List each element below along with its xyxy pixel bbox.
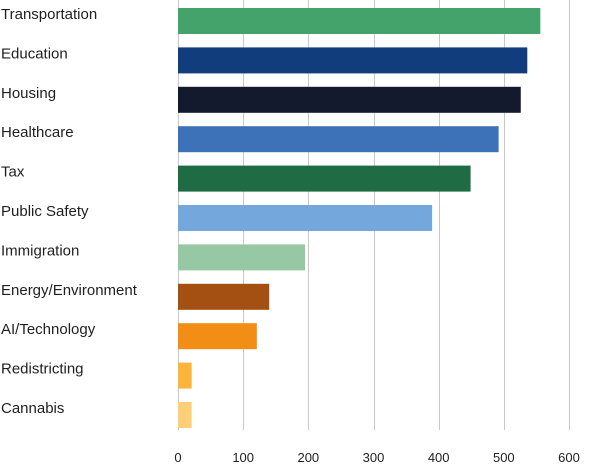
x-tick-label-600: 600 (558, 450, 580, 465)
category-label-immigration: Immigration (1, 242, 79, 259)
bar-redistricting (178, 362, 192, 389)
bar-public-safety (178, 205, 433, 231)
x-tick-label-0: 0 (174, 450, 181, 465)
x-axis-ticks: 0 100 200 300 400 500 600 (174, 450, 579, 465)
x-tick-label-400: 400 (428, 450, 450, 465)
bar-healthcare (178, 126, 499, 153)
category-label-education: Education (1, 45, 68, 62)
category-labels: Transportation Education Housing Healthcare… (1, 6, 138, 417)
x-tick-label-500: 500 (493, 450, 515, 465)
x-tick-label-300: 300 (363, 450, 385, 465)
bar-ai-technology (178, 323, 257, 350)
bar-immigration (178, 244, 306, 271)
bar-housing (178, 86, 521, 113)
bar-energy-environment (178, 283, 270, 310)
category-label-redistricting: Redistricting (1, 361, 84, 378)
category-label-public-safety: Public Safety (1, 203, 89, 220)
category-label-ai-technology: AI/Technology (1, 321, 96, 338)
bar-education (178, 47, 528, 74)
bar-tax (178, 165, 471, 192)
x-tick-label-100: 100 (232, 450, 254, 465)
category-label-healthcare: Healthcare (1, 124, 74, 141)
category-label-transportation: Transportation (1, 6, 97, 23)
category-label-cannabis: Cannabis (1, 400, 64, 417)
category-label-tax: Tax (1, 164, 25, 181)
bars (178, 8, 541, 428)
bar-transportation (178, 8, 541, 34)
category-label-housing: Housing (1, 85, 56, 102)
bar-cannabis (178, 402, 192, 428)
category-label-energy-environment: Energy/Environment (1, 282, 138, 299)
x-tick-label-200: 200 (297, 450, 319, 465)
